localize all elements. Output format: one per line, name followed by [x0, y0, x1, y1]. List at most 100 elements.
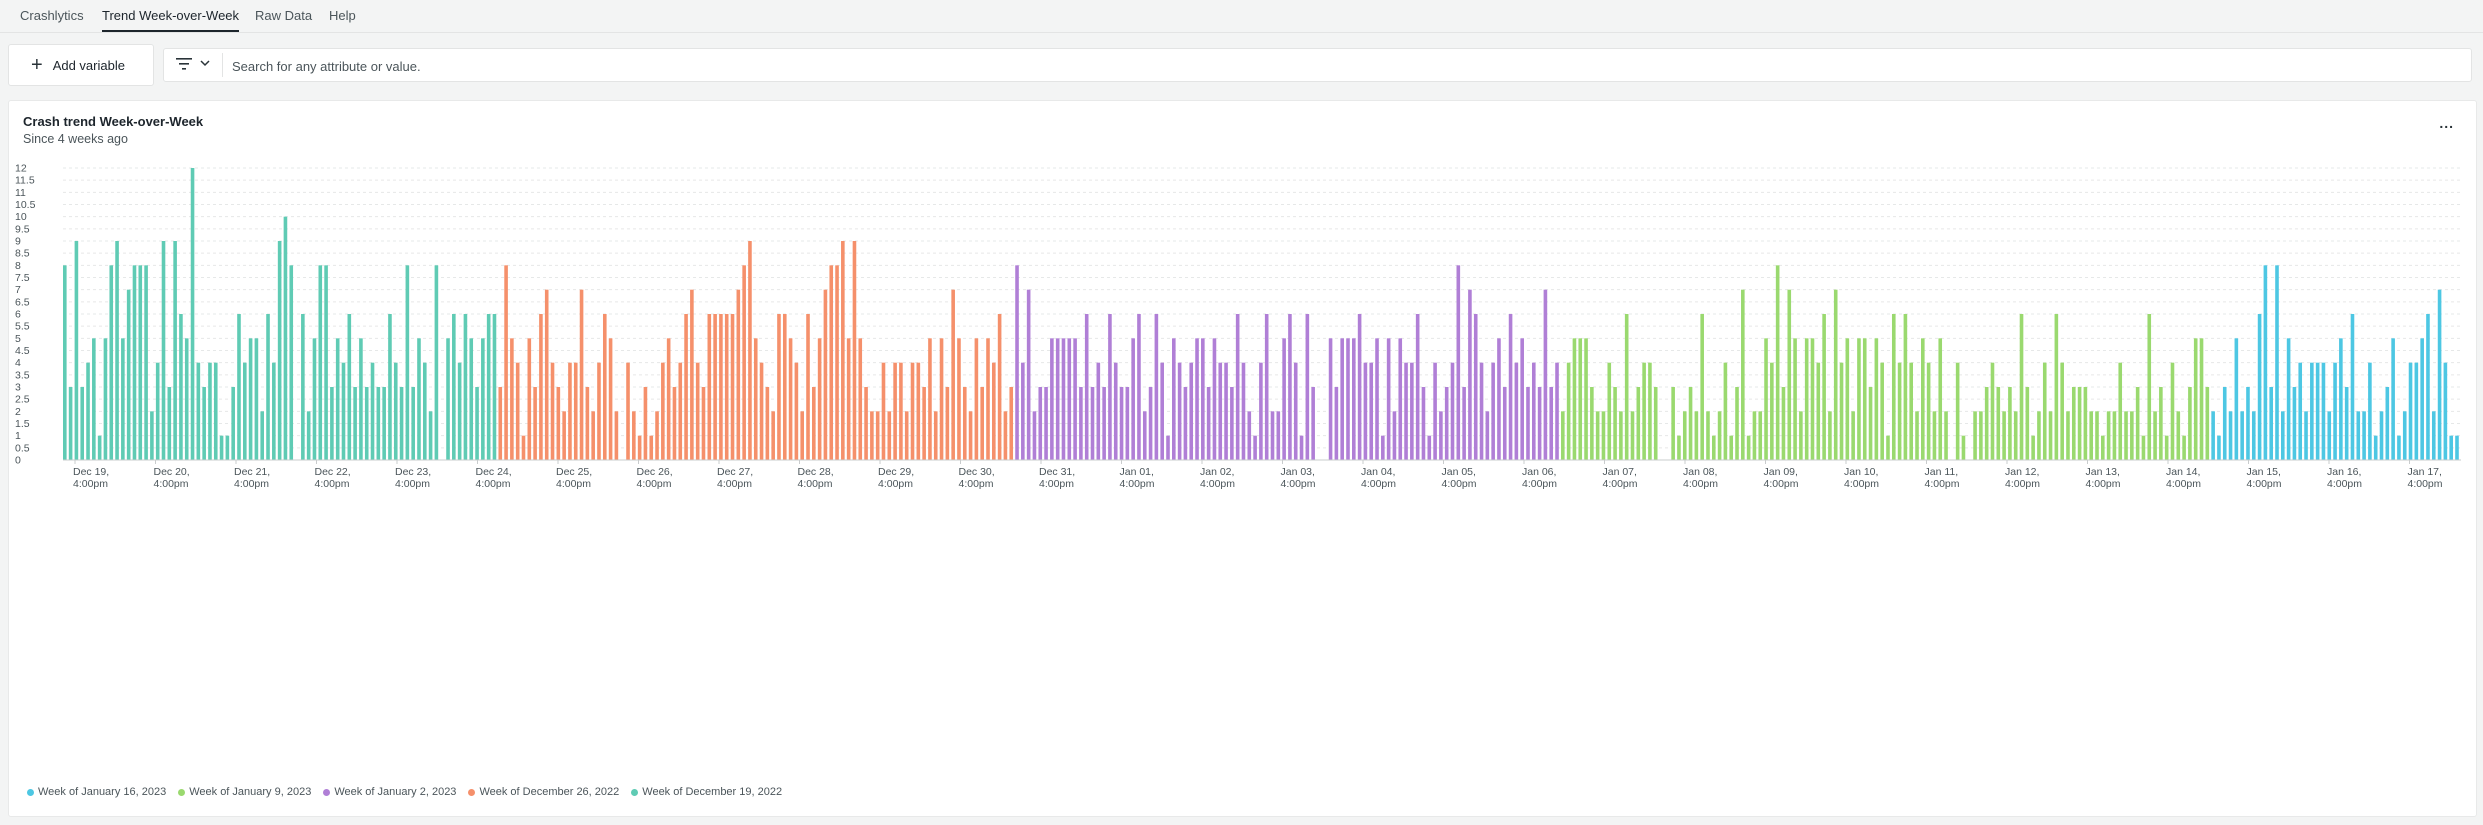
- chart-bar: [208, 362, 212, 460]
- tab-crashlytics[interactable]: Crashlytics: [20, 8, 84, 23]
- chart-bar: [2054, 314, 2059, 460]
- chart-bar: [1880, 362, 1884, 460]
- chart-bar: [1392, 411, 1397, 460]
- chart-bar: [695, 362, 700, 460]
- chart-bar: [649, 435, 654, 460]
- chart-bar: [1398, 338, 1403, 460]
- tab-raw-data[interactable]: Raw Data: [255, 8, 313, 23]
- chart-bar: [1102, 387, 1106, 460]
- tab-trend-week-over-week[interactable]: Trend Week-over-Week: [102, 8, 240, 32]
- legend-item[interactable]: Week of January 9, 2023: [178, 786, 311, 798]
- chart-bar: [306, 411, 311, 460]
- chart-bar: [2141, 435, 2146, 460]
- chart-bar: [980, 387, 984, 460]
- chart-bar: [1787, 289, 1792, 460]
- filter-icon[interactable]: [176, 57, 192, 71]
- y-tick-label: 2: [15, 406, 21, 418]
- chart-bar: [1862, 338, 1867, 460]
- chart-bar: [1601, 411, 1606, 460]
- chart-bar: [1851, 411, 1855, 460]
- chart-bar: [777, 314, 781, 460]
- x-tick-label: Jan 08,: [1683, 466, 1717, 478]
- chart-bar: [2344, 387, 2349, 460]
- chart-bar: [678, 362, 683, 460]
- chart-bar: [411, 387, 415, 460]
- chart-bar: [2002, 411, 2006, 460]
- chart-bar: [1630, 411, 1635, 460]
- chart-bar: [632, 411, 636, 460]
- chart-bar: [364, 387, 369, 460]
- chart-bar: [1903, 314, 1908, 460]
- chart-bar: [1241, 362, 1246, 460]
- chart-bar: [1044, 387, 1048, 460]
- chart-bar: [2310, 362, 2314, 460]
- y-tick-label: 10: [15, 211, 27, 223]
- chart-bar: [1984, 387, 1989, 460]
- chart-bar: [2037, 411, 2041, 460]
- chart-bar: [1590, 387, 1594, 460]
- chart-bar: [1235, 314, 1240, 460]
- chart-title: Crash trend Week-over-Week: [23, 114, 204, 129]
- more-options-button[interactable]: ...: [2439, 115, 2454, 131]
- chart-bar: [2257, 314, 2262, 460]
- chart-bar: [2118, 362, 2123, 460]
- legend-item[interactable]: Week of December 26, 2022: [468, 786, 619, 798]
- chart-bar: [2217, 435, 2221, 460]
- x-tick-label: 4:00pm: [2247, 478, 2282, 490]
- legend-item[interactable]: Week of January 16, 2023: [27, 786, 166, 798]
- chart-bar: [132, 265, 137, 460]
- chart-bar: [1944, 411, 1948, 460]
- chart-bar: [1311, 387, 1315, 460]
- y-tick-label: 6: [15, 309, 21, 321]
- chart-bar: [544, 289, 549, 460]
- chart-bar: [1909, 362, 1913, 460]
- chart-bar: [800, 411, 804, 460]
- search-input[interactable]: [230, 54, 2434, 78]
- chart-bar: [846, 338, 851, 460]
- legend-item[interactable]: Week of January 2, 2023: [323, 786, 456, 798]
- legend-label: Week of December 26, 2022: [479, 786, 620, 798]
- chart-bar: [1520, 338, 1524, 460]
- chart-bar: [266, 314, 270, 460]
- chart-bar: [330, 387, 334, 460]
- chart-bar: [1775, 265, 1780, 460]
- chart-bar: [864, 387, 868, 460]
- add-variable-button[interactable]: + Add variable: [8, 44, 154, 86]
- legend-item[interactable]: Week of December 19, 2022: [631, 786, 782, 798]
- chevron-down-icon[interactable]: [200, 59, 210, 67]
- y-tick-label: 8: [15, 260, 21, 272]
- x-tick-label: Jan 07,: [1603, 466, 1637, 478]
- chart-bar: [1444, 387, 1449, 460]
- chart-bar: [1485, 411, 1490, 460]
- chart-bar: [2234, 338, 2239, 460]
- chart-bar: [103, 338, 108, 460]
- chart-bar: [1009, 387, 1014, 460]
- chart-bar: [1497, 338, 1501, 460]
- chart-bar: [562, 411, 566, 460]
- chart-bar: [771, 411, 775, 460]
- chart-bar: [579, 289, 584, 460]
- x-tick-label: 4:00pm: [637, 478, 672, 490]
- chart-bar: [1363, 362, 1368, 460]
- chart-bar: [1218, 362, 1223, 460]
- chart-bar: [1212, 338, 1217, 460]
- chart-bar: [463, 314, 468, 460]
- chart-bar: [1189, 362, 1194, 460]
- chart-bar: [614, 411, 619, 460]
- legend-label: Week of January 2, 2023: [334, 786, 457, 798]
- chart-bar: [1439, 411, 1443, 460]
- chart-bar: [765, 387, 770, 460]
- chart-bar: [788, 338, 793, 460]
- chart-bar: [2286, 338, 2291, 460]
- chart-bar: [1026, 289, 1031, 460]
- chart-bar: [2350, 314, 2355, 460]
- y-tick-label: 4: [15, 357, 21, 369]
- crash-trend-chart: 00.511.522.533.544.555.566.577.588.599.5…: [15, 163, 2461, 490]
- chart-bar: [812, 387, 816, 460]
- chart-bar: [469, 338, 474, 460]
- chart-bar: [1113, 362, 1118, 460]
- chart-bar: [904, 411, 909, 460]
- chart-bar: [1299, 435, 1304, 460]
- tab-help[interactable]: Help: [329, 8, 356, 23]
- x-tick-label: Dec 22,: [315, 466, 351, 478]
